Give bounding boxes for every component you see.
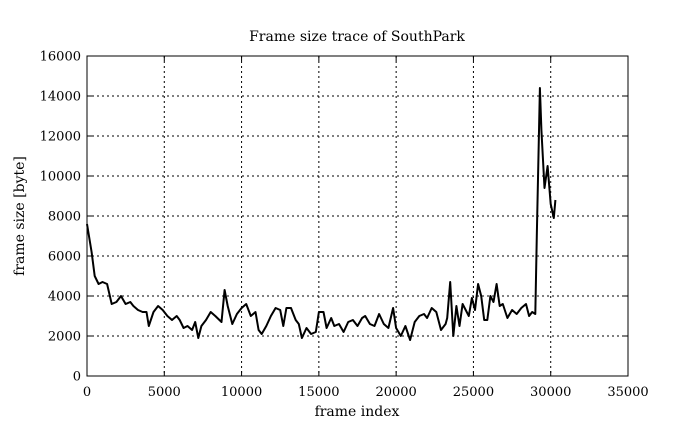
series-layer [86,87,557,341]
x-tick-label: 5000 [148,385,181,400]
y-tick-label: 8000 [48,210,81,225]
x-tick-label: 15000 [298,385,339,400]
x-axis-tick-labels: 0 5000 10000 15000 20000 25000 30000 35000 [83,385,649,400]
x-tick-label: 30000 [530,385,571,400]
y-tick-label: 2000 [48,330,81,345]
y-axis-tick-labels: 0 2000 4000 6000 8000 10000 12000 14000 16000 [40,50,81,385]
x-tick-label: 0 [83,385,91,400]
y-tick-label: 14000 [40,90,81,105]
y-axis-title: frame size [byte] [12,156,28,276]
y-tick-label: 12000 [40,130,81,145]
series-line [86,87,557,341]
y-tick-label: 16000 [40,50,81,65]
axis-ticks [86,55,629,377]
x-axis-title: frame index [315,404,400,420]
grid-lines [87,56,628,376]
chart-title: Frame size trace of SouthPark [249,29,465,45]
y-tick-label: 6000 [48,250,81,265]
x-tick-label: 10000 [221,385,262,400]
x-tick-label: 20000 [375,385,416,400]
y-tick-label: 0 [73,370,81,385]
y-tick-label: 4000 [48,290,81,305]
x-tick-label: 35000 [607,385,648,400]
y-tick-label: 10000 [40,170,81,185]
x-tick-label: 25000 [453,385,494,400]
